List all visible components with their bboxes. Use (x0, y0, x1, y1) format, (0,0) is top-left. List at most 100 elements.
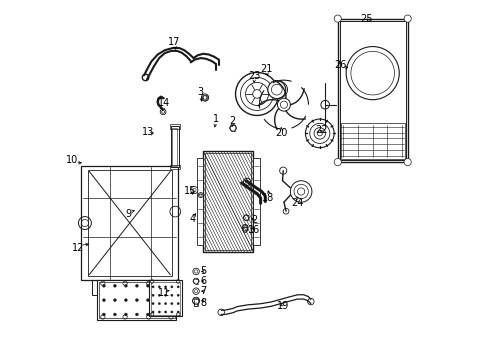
Circle shape (158, 311, 160, 313)
Circle shape (243, 215, 249, 221)
Bar (81, 166, 178, 280)
Circle shape (157, 284, 160, 287)
Text: 23: 23 (247, 71, 260, 81)
Circle shape (177, 286, 179, 288)
Circle shape (170, 286, 173, 288)
Text: 1: 1 (212, 114, 219, 124)
Circle shape (242, 227, 247, 232)
Circle shape (242, 225, 247, 230)
Text: 8: 8 (200, 298, 206, 308)
Text: 6: 6 (200, 276, 206, 286)
Circle shape (177, 294, 179, 296)
Text: 9: 9 (124, 209, 131, 219)
Bar (340, 123, 404, 159)
Bar (339, 21, 405, 160)
Circle shape (170, 302, 173, 305)
Circle shape (152, 294, 154, 296)
Circle shape (113, 299, 116, 302)
Circle shape (192, 268, 199, 275)
Circle shape (279, 167, 286, 174)
Text: 11: 11 (157, 288, 170, 298)
Circle shape (124, 313, 127, 316)
Circle shape (218, 309, 224, 316)
Text: 20: 20 (275, 129, 287, 138)
Circle shape (170, 294, 173, 296)
Bar (88, 170, 171, 276)
Circle shape (277, 98, 290, 111)
Text: 18: 18 (261, 193, 273, 203)
Bar (99, 282, 174, 318)
Bar (97, 280, 176, 320)
Circle shape (152, 311, 154, 313)
Text: 7: 7 (200, 286, 206, 296)
Text: 26: 26 (334, 60, 346, 70)
Text: 5: 5 (200, 266, 206, 276)
Text: 10: 10 (65, 155, 78, 165)
Circle shape (346, 46, 399, 100)
Bar (171, 126, 179, 167)
Circle shape (307, 298, 313, 305)
Text: 21: 21 (260, 64, 272, 74)
Circle shape (290, 181, 311, 202)
Circle shape (135, 299, 138, 302)
Circle shape (157, 299, 160, 302)
Bar (194, 299, 198, 306)
Circle shape (190, 186, 198, 194)
Circle shape (170, 311, 173, 313)
Bar (151, 282, 180, 315)
Circle shape (146, 284, 149, 287)
Text: 3: 3 (197, 87, 203, 97)
Circle shape (333, 15, 341, 22)
Circle shape (168, 313, 171, 316)
Text: 24: 24 (291, 198, 303, 208)
Circle shape (158, 286, 160, 288)
Text: 22: 22 (315, 125, 327, 135)
Circle shape (333, 158, 341, 166)
Circle shape (168, 284, 171, 287)
Text: 25: 25 (360, 14, 372, 24)
Circle shape (152, 302, 154, 305)
Circle shape (158, 302, 160, 305)
Circle shape (164, 311, 166, 313)
Bar (149, 280, 182, 316)
Text: 12: 12 (71, 243, 84, 253)
Circle shape (102, 313, 105, 316)
Circle shape (201, 94, 208, 101)
Circle shape (283, 208, 288, 214)
Bar (92, 280, 167, 295)
Text: 16: 16 (247, 225, 260, 235)
Bar (169, 165, 180, 169)
Bar (172, 128, 177, 166)
Circle shape (177, 311, 179, 313)
Circle shape (135, 284, 138, 287)
Circle shape (164, 294, 166, 296)
Circle shape (113, 284, 116, 287)
Bar (196, 158, 203, 244)
Circle shape (267, 81, 285, 99)
Text: 17: 17 (168, 37, 181, 47)
Circle shape (152, 286, 154, 288)
Circle shape (146, 313, 149, 316)
Bar (205, 153, 251, 249)
Circle shape (164, 302, 166, 305)
Circle shape (158, 294, 160, 296)
Circle shape (168, 299, 171, 302)
Circle shape (113, 313, 116, 316)
Circle shape (320, 100, 329, 109)
Circle shape (198, 193, 203, 198)
Circle shape (235, 72, 278, 116)
Text: 4: 4 (189, 215, 195, 224)
Text: 2: 2 (228, 116, 235, 126)
Circle shape (164, 286, 166, 288)
Circle shape (403, 15, 410, 22)
Circle shape (177, 302, 179, 305)
Circle shape (102, 299, 105, 302)
Bar (337, 19, 407, 162)
Circle shape (146, 299, 149, 302)
Text: 14: 14 (157, 98, 170, 108)
Circle shape (403, 158, 410, 166)
Bar (169, 125, 180, 129)
Circle shape (229, 125, 236, 131)
Text: 2: 2 (250, 215, 257, 225)
Circle shape (193, 278, 199, 284)
